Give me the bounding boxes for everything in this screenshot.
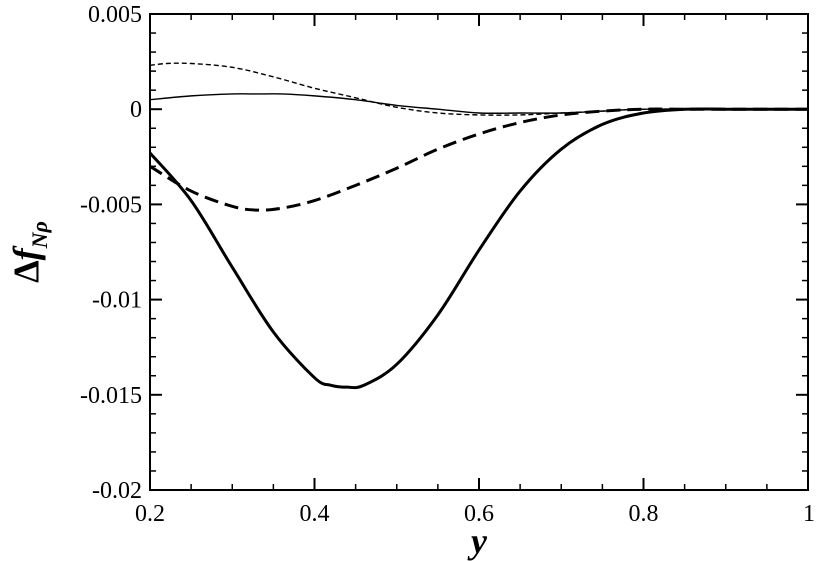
series-line-2-thick-dashed bbox=[149, 107, 808, 212]
x-tick-label: 0.4 bbox=[300, 501, 330, 527]
y-axis-title-subscript: Nρ bbox=[27, 221, 52, 249]
x-tick-label: 1 bbox=[803, 501, 815, 527]
y-tick-label: 0 bbox=[130, 97, 142, 123]
y-tick-label: -0.015 bbox=[80, 383, 142, 409]
x-tick-label: 0.8 bbox=[629, 501, 659, 527]
y-axis-title-main: f bbox=[6, 245, 46, 260]
y-tick-label: -0.005 bbox=[80, 192, 142, 218]
y-axis-title-prefix: Δ bbox=[6, 260, 46, 283]
y-tick-label: -0.02 bbox=[92, 478, 142, 504]
y-tick-label: 0.005 bbox=[88, 2, 142, 28]
series-line-1-thick-solid bbox=[148, 107, 808, 390]
y-axis-title: ΔfNρ bbox=[6, 221, 52, 283]
series-line-3-thin-solid bbox=[149, 93, 808, 114]
x-tick-label: 0.6 bbox=[464, 501, 494, 527]
plot-area-frame bbox=[149, 13, 809, 491]
x-axis-title: y bbox=[467, 521, 488, 561]
x-tick-label: 0.2 bbox=[135, 501, 165, 527]
series-line-4-thin-dashed bbox=[149, 62, 808, 116]
series-layer bbox=[148, 62, 808, 390]
y-tick-label: -0.01 bbox=[92, 288, 142, 314]
tick-labels-layer: 0.2 0.4 0.6 0.8 1 0.005 0 -0.005 -0.01 -0.015 -0.0… bbox=[80, 2, 815, 527]
